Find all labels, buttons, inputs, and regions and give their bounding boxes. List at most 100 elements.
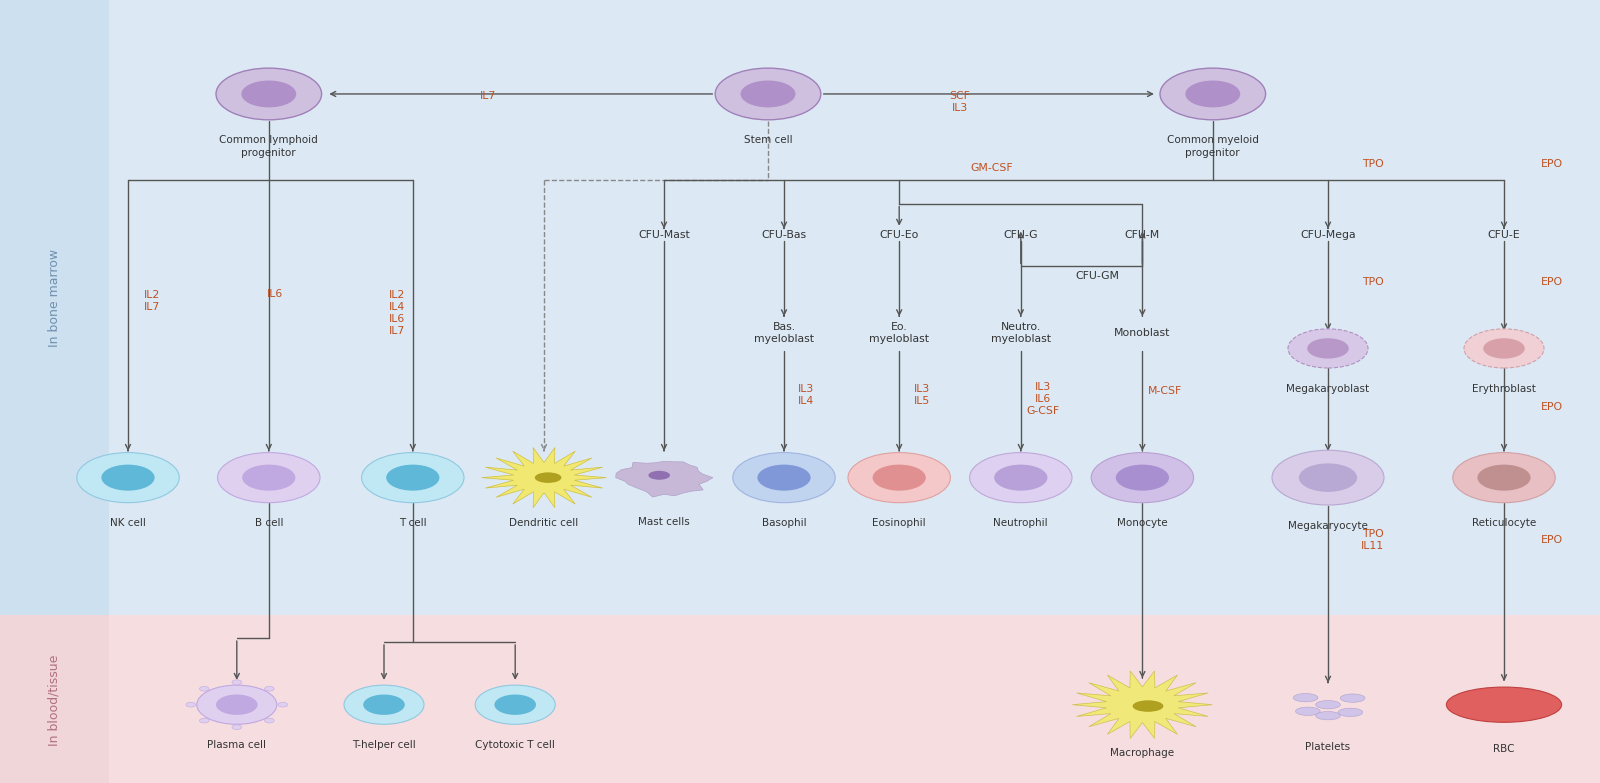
Ellipse shape [648,471,670,480]
Ellipse shape [1315,701,1341,709]
Circle shape [232,725,242,730]
Circle shape [1115,464,1170,491]
Circle shape [872,464,926,491]
Text: Eo.
myeloblast: Eo. myeloblast [869,322,930,344]
Text: RBC: RBC [1493,744,1515,754]
Circle shape [242,464,296,491]
Ellipse shape [1315,712,1341,720]
Text: EPO: EPO [1541,536,1563,545]
Ellipse shape [1446,687,1562,722]
Circle shape [264,687,274,691]
Circle shape [1483,338,1525,359]
Text: Platelets: Platelets [1306,742,1350,752]
Circle shape [970,453,1072,503]
Text: CFU-M: CFU-M [1125,230,1160,240]
Text: EPO: EPO [1541,160,1563,169]
Text: CFU-E: CFU-E [1488,230,1520,240]
Ellipse shape [1338,708,1363,716]
Text: T cell: T cell [398,518,427,529]
Circle shape [386,464,440,491]
Text: Stem cell: Stem cell [744,135,792,146]
Circle shape [475,685,555,724]
Text: NK cell: NK cell [110,518,146,529]
Text: CFU-Bas: CFU-Bas [762,230,806,240]
Circle shape [216,695,258,715]
Polygon shape [616,461,714,497]
Circle shape [1091,453,1194,503]
Text: Common myeloid
progenitor: Common myeloid progenitor [1166,135,1259,158]
FancyBboxPatch shape [0,0,109,615]
Text: CFU-Mast: CFU-Mast [638,230,690,240]
Text: In bone marrow: In bone marrow [48,248,61,347]
Circle shape [848,453,950,503]
Ellipse shape [1293,694,1318,702]
Text: Neutro.
myeloblast: Neutro. myeloblast [990,322,1051,344]
Circle shape [494,695,536,715]
Circle shape [741,81,795,107]
Text: EPO: EPO [1541,277,1563,287]
Text: Plasma cell: Plasma cell [208,740,266,750]
FancyBboxPatch shape [109,0,1600,615]
Text: IL6: IL6 [267,289,283,298]
Text: TPO: TPO [1362,160,1384,169]
Text: Megakaryoblast: Megakaryoblast [1286,384,1370,394]
Circle shape [1464,329,1544,368]
Circle shape [101,464,155,491]
Circle shape [197,685,277,724]
Text: Monoblast: Monoblast [1114,328,1171,337]
Polygon shape [482,448,606,507]
Text: Basophil: Basophil [762,518,806,529]
Circle shape [1272,450,1384,505]
Text: Bas.
myeloblast: Bas. myeloblast [754,322,814,344]
Circle shape [757,464,811,491]
Text: Mast cells: Mast cells [638,517,690,527]
Polygon shape [1072,671,1213,738]
Text: IL7: IL7 [480,91,496,100]
Text: IL2
IL4
IL6
IL7: IL2 IL4 IL6 IL7 [389,290,405,336]
Text: IL2
IL7: IL2 IL7 [144,290,160,312]
Circle shape [362,453,464,503]
Circle shape [216,68,322,120]
Text: Neutrophil: Neutrophil [994,518,1048,529]
Circle shape [1186,81,1240,107]
Text: Erythroblast: Erythroblast [1472,384,1536,394]
Text: GM-CSF: GM-CSF [971,164,1013,173]
Text: Dendritic cell: Dendritic cell [509,518,579,529]
Text: TPO
IL11: TPO IL11 [1362,529,1384,551]
Circle shape [77,453,179,503]
Text: IL3
IL4: IL3 IL4 [798,384,814,406]
Circle shape [363,695,405,715]
Text: SCF
IL3: SCF IL3 [949,91,971,113]
Ellipse shape [1296,707,1320,716]
Circle shape [200,718,210,723]
FancyBboxPatch shape [0,615,109,783]
Circle shape [186,702,195,707]
Circle shape [264,718,274,723]
Circle shape [232,680,242,684]
Text: B cell: B cell [254,518,283,529]
Circle shape [1299,464,1357,492]
Circle shape [344,685,424,724]
Text: IL3
IL6
G-CSF: IL3 IL6 G-CSF [1027,382,1059,417]
Text: Common lymphoid
progenitor: Common lymphoid progenitor [219,135,318,158]
Circle shape [733,453,835,503]
Text: EPO: EPO [1541,402,1563,412]
Circle shape [218,453,320,503]
Text: Cytotoxic T cell: Cytotoxic T cell [475,740,555,750]
Text: CFU-Eo: CFU-Eo [880,230,918,240]
Text: TPO: TPO [1362,277,1384,287]
Text: Eosinophil: Eosinophil [872,518,926,529]
Circle shape [1307,338,1349,359]
Circle shape [1288,329,1368,368]
Text: M-CSF: M-CSF [1147,387,1182,396]
Circle shape [1453,453,1555,503]
Text: In blood/tissue: In blood/tissue [48,655,61,746]
Circle shape [994,464,1048,491]
Ellipse shape [1341,694,1365,702]
Ellipse shape [534,472,562,483]
Circle shape [1160,68,1266,120]
Text: CFU-GM: CFU-GM [1075,271,1120,280]
Text: IL3
IL5: IL3 IL5 [914,384,930,406]
Circle shape [1477,464,1531,491]
Circle shape [715,68,821,120]
